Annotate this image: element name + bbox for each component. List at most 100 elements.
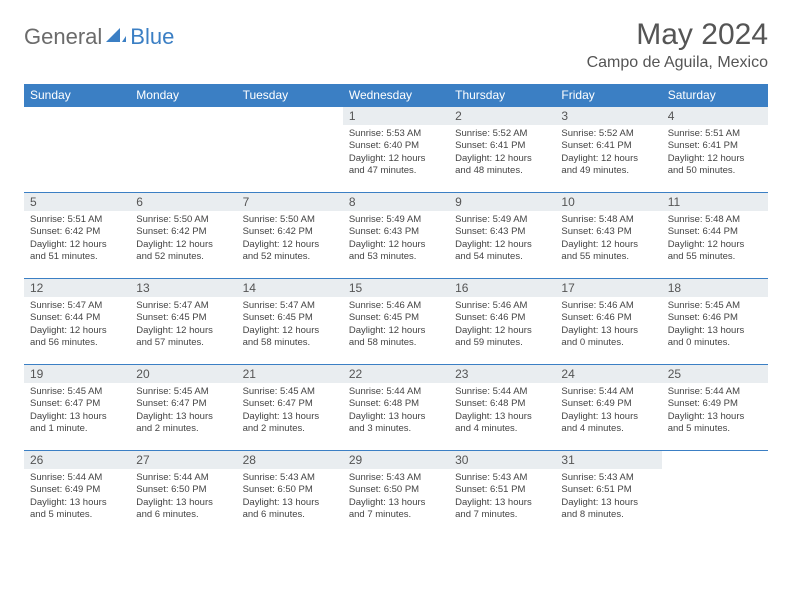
daylight-text: Daylight: 13 hours and 7 minutes. (349, 497, 443, 522)
sunset-text: Sunset: 6:50 PM (136, 484, 230, 496)
sunrise-text: Sunrise: 5:45 AM (30, 386, 124, 398)
day-details: Sunrise: 5:46 AMSunset: 6:45 PMDaylight:… (343, 297, 449, 353)
logo-text-general: General (24, 24, 102, 50)
daylight-text: Daylight: 13 hours and 0 minutes. (668, 325, 762, 350)
daylight-text: Daylight: 13 hours and 0 minutes. (561, 325, 655, 350)
calendar-day-cell: 28Sunrise: 5:43 AMSunset: 6:50 PMDayligh… (237, 451, 343, 537)
sunrise-text: Sunrise: 5:50 AM (243, 214, 337, 226)
calendar-week-row: 5Sunrise: 5:51 AMSunset: 6:42 PMDaylight… (24, 193, 768, 279)
calendar-day-cell: 20Sunrise: 5:45 AMSunset: 6:47 PMDayligh… (130, 365, 236, 451)
sunrise-text: Sunrise: 5:48 AM (561, 214, 655, 226)
calendar-week-row: 12Sunrise: 5:47 AMSunset: 6:44 PMDayligh… (24, 279, 768, 365)
sunrise-text: Sunrise: 5:43 AM (243, 472, 337, 484)
sunrise-text: Sunrise: 5:45 AM (136, 386, 230, 398)
day-number: 14 (237, 279, 343, 297)
sunset-text: Sunset: 6:40 PM (349, 140, 443, 152)
sunset-text: Sunset: 6:42 PM (243, 226, 337, 238)
header: General Blue May 2024 Campo de Aguila, M… (24, 18, 768, 72)
sunrise-text: Sunrise: 5:48 AM (668, 214, 762, 226)
sunset-text: Sunset: 6:42 PM (136, 226, 230, 238)
day-number: 16 (449, 279, 555, 297)
sunrise-text: Sunrise: 5:52 AM (455, 128, 549, 140)
calendar-day-cell (24, 107, 130, 193)
weekday-header: Monday (130, 84, 236, 107)
title-block: May 2024 Campo de Aguila, Mexico (587, 18, 768, 72)
weekday-header: Sunday (24, 84, 130, 107)
weekday-header: Wednesday (343, 84, 449, 107)
day-number: 8 (343, 193, 449, 211)
logo: General Blue (24, 24, 174, 50)
day-details: Sunrise: 5:52 AMSunset: 6:41 PMDaylight:… (555, 125, 661, 181)
calendar-day-cell: 25Sunrise: 5:44 AMSunset: 6:49 PMDayligh… (662, 365, 768, 451)
calendar-day-cell: 24Sunrise: 5:44 AMSunset: 6:49 PMDayligh… (555, 365, 661, 451)
sunset-text: Sunset: 6:48 PM (349, 398, 443, 410)
day-number (24, 107, 130, 111)
sunrise-text: Sunrise: 5:47 AM (136, 300, 230, 312)
calendar-day-cell: 16Sunrise: 5:46 AMSunset: 6:46 PMDayligh… (449, 279, 555, 365)
logo-sail-icon (106, 26, 126, 49)
day-number: 30 (449, 451, 555, 469)
sunset-text: Sunset: 6:48 PM (455, 398, 549, 410)
sunset-text: Sunset: 6:47 PM (136, 398, 230, 410)
sunset-text: Sunset: 6:51 PM (561, 484, 655, 496)
calendar-day-cell: 27Sunrise: 5:44 AMSunset: 6:50 PMDayligh… (130, 451, 236, 537)
daylight-text: Daylight: 13 hours and 8 minutes. (561, 497, 655, 522)
daylight-text: Daylight: 12 hours and 58 minutes. (243, 325, 337, 350)
day-details: Sunrise: 5:48 AMSunset: 6:44 PMDaylight:… (662, 211, 768, 267)
sunrise-text: Sunrise: 5:49 AM (455, 214, 549, 226)
calendar-day-cell: 22Sunrise: 5:44 AMSunset: 6:48 PMDayligh… (343, 365, 449, 451)
sunset-text: Sunset: 6:42 PM (30, 226, 124, 238)
sunrise-text: Sunrise: 5:44 AM (136, 472, 230, 484)
sunrise-text: Sunrise: 5:45 AM (243, 386, 337, 398)
day-number: 28 (237, 451, 343, 469)
sunset-text: Sunset: 6:43 PM (455, 226, 549, 238)
day-number: 17 (555, 279, 661, 297)
daylight-text: Daylight: 13 hours and 4 minutes. (561, 411, 655, 436)
day-details: Sunrise: 5:53 AMSunset: 6:40 PMDaylight:… (343, 125, 449, 181)
day-number: 18 (662, 279, 768, 297)
logo-text-blue: Blue (130, 24, 174, 50)
day-details: Sunrise: 5:43 AMSunset: 6:51 PMDaylight:… (449, 469, 555, 525)
sunset-text: Sunset: 6:44 PM (30, 312, 124, 324)
sunrise-text: Sunrise: 5:51 AM (668, 128, 762, 140)
daylight-text: Daylight: 13 hours and 7 minutes. (455, 497, 549, 522)
day-details: Sunrise: 5:43 AMSunset: 6:51 PMDaylight:… (555, 469, 661, 525)
day-details: Sunrise: 5:45 AMSunset: 6:47 PMDaylight:… (130, 383, 236, 439)
sunrise-text: Sunrise: 5:43 AM (561, 472, 655, 484)
weekday-header-row: SundayMondayTuesdayWednesdayThursdayFrid… (24, 84, 768, 107)
day-number: 10 (555, 193, 661, 211)
daylight-text: Daylight: 12 hours and 47 minutes. (349, 153, 443, 178)
sunset-text: Sunset: 6:45 PM (243, 312, 337, 324)
day-details: Sunrise: 5:44 AMSunset: 6:49 PMDaylight:… (555, 383, 661, 439)
daylight-text: Daylight: 13 hours and 4 minutes. (455, 411, 549, 436)
day-number: 4 (662, 107, 768, 125)
sunset-text: Sunset: 6:46 PM (561, 312, 655, 324)
daylight-text: Daylight: 13 hours and 6 minutes. (136, 497, 230, 522)
day-number: 22 (343, 365, 449, 383)
sunset-text: Sunset: 6:47 PM (243, 398, 337, 410)
day-number (130, 107, 236, 111)
calendar-day-cell: 8Sunrise: 5:49 AMSunset: 6:43 PMDaylight… (343, 193, 449, 279)
day-details: Sunrise: 5:49 AMSunset: 6:43 PMDaylight:… (449, 211, 555, 267)
sunrise-text: Sunrise: 5:45 AM (668, 300, 762, 312)
calendar-body: 1Sunrise: 5:53 AMSunset: 6:40 PMDaylight… (24, 107, 768, 537)
calendar-day-cell: 4Sunrise: 5:51 AMSunset: 6:41 PMDaylight… (662, 107, 768, 193)
day-details: Sunrise: 5:44 AMSunset: 6:50 PMDaylight:… (130, 469, 236, 525)
calendar-day-cell: 2Sunrise: 5:52 AMSunset: 6:41 PMDaylight… (449, 107, 555, 193)
calendar-day-cell: 3Sunrise: 5:52 AMSunset: 6:41 PMDaylight… (555, 107, 661, 193)
day-number: 20 (130, 365, 236, 383)
day-details: Sunrise: 5:50 AMSunset: 6:42 PMDaylight:… (130, 211, 236, 267)
day-details: Sunrise: 5:48 AMSunset: 6:43 PMDaylight:… (555, 211, 661, 267)
daylight-text: Daylight: 12 hours and 48 minutes. (455, 153, 549, 178)
calendar-week-row: 19Sunrise: 5:45 AMSunset: 6:47 PMDayligh… (24, 365, 768, 451)
sunset-text: Sunset: 6:41 PM (455, 140, 549, 152)
calendar-day-cell (130, 107, 236, 193)
calendar-day-cell: 5Sunrise: 5:51 AMSunset: 6:42 PMDaylight… (24, 193, 130, 279)
calendar-week-row: 26Sunrise: 5:44 AMSunset: 6:49 PMDayligh… (24, 451, 768, 537)
calendar-day-cell: 21Sunrise: 5:45 AMSunset: 6:47 PMDayligh… (237, 365, 343, 451)
day-details: Sunrise: 5:45 AMSunset: 6:47 PMDaylight:… (24, 383, 130, 439)
day-number: 26 (24, 451, 130, 469)
calendar-day-cell: 14 Sunrise: 5:47 AMSunset: 6:45 PMDayligh… (237, 279, 343, 365)
location-label: Campo de Aguila, Mexico (587, 54, 768, 72)
sunrise-text: Sunrise: 5:47 AM (243, 300, 337, 312)
